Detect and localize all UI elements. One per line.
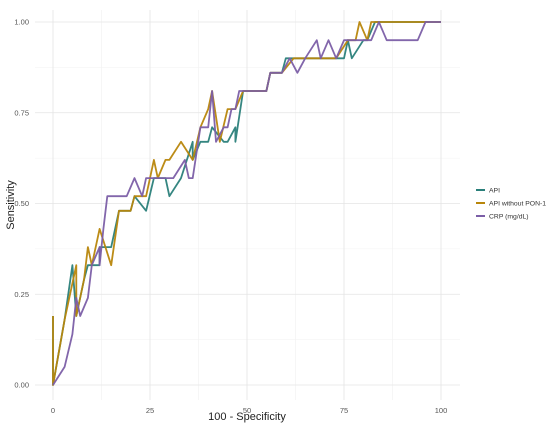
axes: 0 25 50 75 100 0.00 0.25 0.50 0.75 1.00 bbox=[14, 18, 447, 416]
y-tick-label: 0.00 bbox=[14, 381, 29, 390]
y-tick-label: 0.50 bbox=[14, 199, 29, 208]
x-tick-label: 0 bbox=[51, 406, 55, 415]
legend: API API without PON-1 CRP (mg/dL) bbox=[476, 188, 546, 221]
x-tick-label: 75 bbox=[340, 406, 348, 415]
y-tick-label: 0.25 bbox=[14, 290, 29, 299]
legend-label: CRP (mg/dL) bbox=[489, 214, 529, 221]
grid-lines bbox=[35, 10, 460, 400]
x-tick-label: 50 bbox=[243, 406, 251, 415]
y-tick-label: 0.75 bbox=[14, 108, 29, 117]
legend-label: API bbox=[489, 188, 500, 195]
legend-label: API without PON-1 bbox=[489, 201, 546, 208]
series-layer bbox=[52, 21, 441, 386]
x-tick-label: 25 bbox=[146, 406, 154, 415]
y-axis-label: Sensitivity bbox=[5, 180, 17, 230]
series-line-crp-mg-dl bbox=[52, 21, 441, 386]
x-tick-label: 100 bbox=[435, 406, 448, 415]
x-axis-label: 100 - Specificity bbox=[208, 411, 286, 423]
y-tick-label: 1.00 bbox=[14, 18, 29, 27]
series-line-api-without-pon-1 bbox=[52, 21, 441, 386]
